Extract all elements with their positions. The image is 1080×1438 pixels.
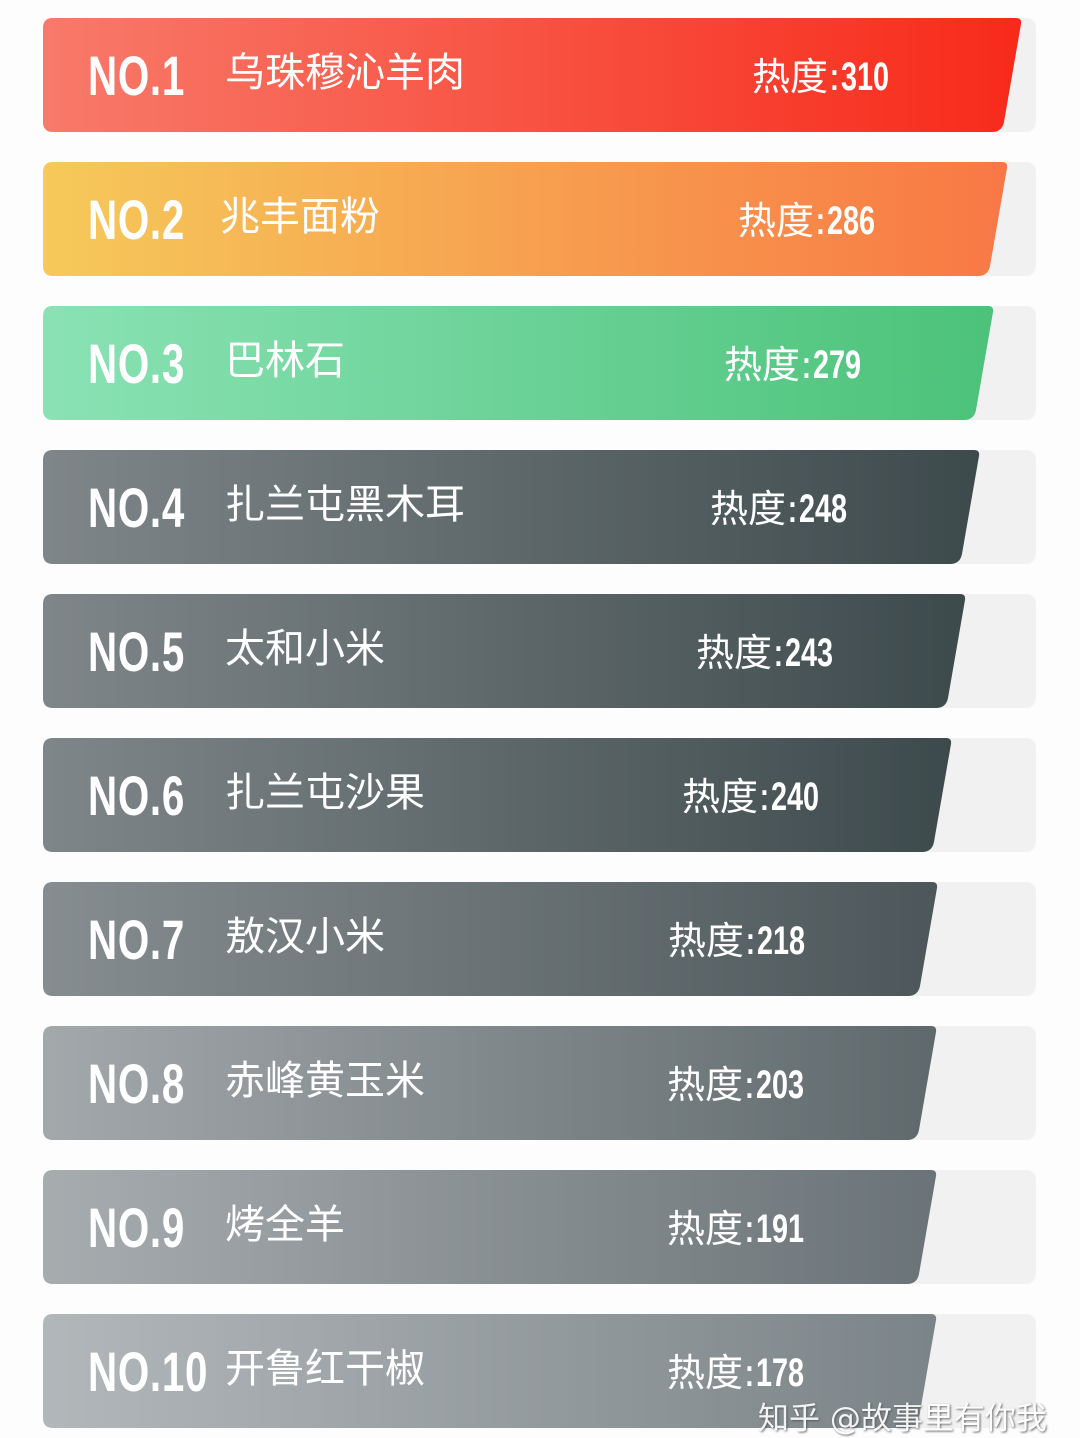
heat-label: 热度: [668,919,757,963]
heat-number: 240 [770,775,819,819]
ranking-bar: NO.4 扎兰屯黑木耳 热度:248 [43,450,980,564]
watermark: 知乎 @故事里有你我 [758,1401,1047,1437]
item-name: 乌珠穆沁羊肉 [225,50,465,96]
item-name: 太和小米 [225,626,385,672]
heat-value: 热度:310 [752,52,908,102]
heat-number: 248 [798,487,847,531]
rank-label: NO.6 [88,764,185,827]
heat-label: 热度: [682,775,771,819]
heat-value: 热度:243 [696,628,852,678]
heat-number: 310 [840,55,889,99]
heat-value: 热度:203 [667,1060,823,1110]
heat-number: 203 [755,1063,804,1107]
item-name: 敖汉小米 [225,914,385,960]
item-name: 开鲁红干椒 [225,1346,425,1392]
item-name: 赤峰黄玉米 [225,1058,425,1104]
ranking-bar: NO.3 巴林石 热度:279 [43,306,994,420]
heat-number: 191 [755,1207,804,1251]
bar-shape [43,1026,937,1140]
ranking-bar: NO.9 烤全羊 热度:191 [43,1170,937,1284]
rank-label: NO.1 [88,44,185,107]
rank-label: NO.10 [88,1340,209,1403]
item-name: 兆丰面粉 [220,194,380,240]
ranking-bar: NO.5 太和小米 热度:243 [43,594,966,708]
heat-label: 热度: [696,631,785,675]
bar-shape [43,18,1022,132]
heat-number: 286 [826,199,875,243]
item-name: 巴林石 [225,338,345,384]
ranking-bar: NO.8 赤峰黄玉米 热度:203 [43,1026,937,1140]
bar-shape [43,594,966,708]
heat-value: 热度:218 [668,916,824,966]
item-name: 扎兰屯黑木耳 [225,482,465,528]
heat-value: 热度:178 [667,1348,823,1398]
rank-label: NO.5 [88,620,185,683]
heat-label: 热度: [710,487,799,531]
heat-number: 279 [812,343,861,387]
bar-shape [43,738,952,852]
ranking-bar: NO.10 开鲁红干椒 热度:178 [43,1314,937,1428]
bar-shape [43,162,1008,276]
ranking-bar: NO.1 乌珠穆沁羊肉 热度:310 [43,18,1022,132]
heat-value: 热度:240 [682,772,838,822]
rank-label: NO.2 [88,188,185,251]
heat-value: 热度:286 [738,196,894,246]
rank-label: NO.7 [88,908,185,971]
heat-number: 218 [756,919,805,963]
bar-shape [43,882,938,996]
heat-value: 热度:279 [724,340,880,390]
bar-shape [43,306,994,420]
rank-label: NO.3 [88,332,185,395]
heat-label: 热度: [738,199,827,243]
rank-label: NO.4 [88,476,185,539]
item-name: 扎兰屯沙果 [225,770,425,816]
heat-value: 热度:248 [710,484,866,534]
ranking-bar: NO.2 兆丰面粉 热度:286 [43,162,1008,276]
rank-label: NO.9 [88,1196,185,1259]
item-name: 烤全羊 [225,1202,345,1248]
heat-label: 热度: [667,1207,756,1251]
ranking-bar: NO.7 敖汉小米 热度:218 [43,882,938,996]
bar-shape [43,450,980,564]
rank-label: NO.8 [88,1052,185,1115]
heat-label: 热度: [667,1063,756,1107]
heat-value: 热度:191 [667,1204,823,1254]
heat-label: 热度: [752,55,841,99]
heat-number: 243 [784,631,833,675]
bar-shape [43,1314,937,1428]
ranking-bar: NO.6 扎兰屯沙果 热度:240 [43,738,952,852]
heat-label: 热度: [724,343,813,387]
heat-label: 热度: [667,1351,756,1395]
heat-number: 178 [755,1351,804,1395]
bar-shape [43,1170,937,1284]
